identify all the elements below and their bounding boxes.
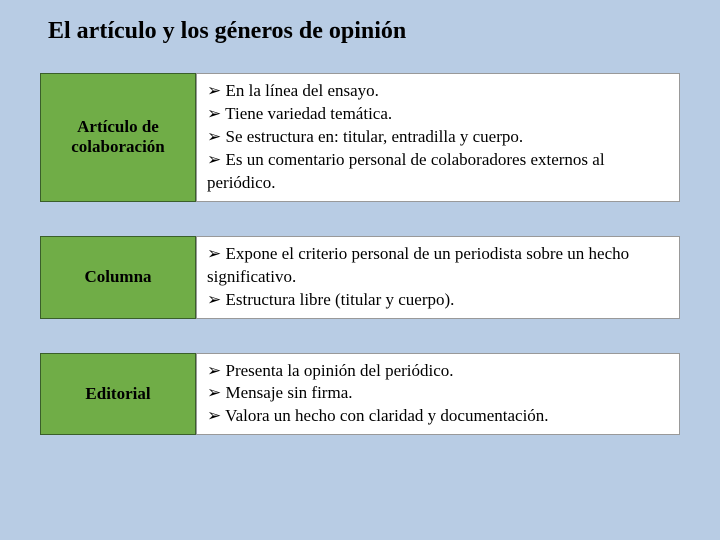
label-columna: Columna <box>40 236 196 319</box>
rows-container: Artículo de colaboración ➢ En la línea d… <box>40 73 680 435</box>
bullet-line: ➢ Presenta la opinión del periódico. <box>207 360 669 383</box>
content-editorial: ➢ Presenta la opinión del periódico. ➢ M… <box>196 353 680 436</box>
bullet-line: ➢ Mensaje sin firma. <box>207 382 669 405</box>
bullet-line: ➢ En la línea del ensayo. <box>207 80 669 103</box>
content-columna: ➢ Expone el criterio personal de un peri… <box>196 236 680 319</box>
bullet-line: ➢ Valora un hecho con claridad y documen… <box>207 405 669 428</box>
bullet-line: ➢ Tiene variedad temática. <box>207 103 669 126</box>
row-columna: Columna ➢ Expone el criterio personal de… <box>40 236 680 319</box>
label-editorial: Editorial <box>40 353 196 436</box>
bullet-line: ➢ Estructura libre (titular y cuerpo). <box>207 289 669 312</box>
row-editorial: Editorial ➢ Presenta la opinión del peri… <box>40 353 680 436</box>
row-articulo: Artículo de colaboración ➢ En la línea d… <box>40 73 680 202</box>
content-articulo: ➢ En la línea del ensayo. ➢ Tiene varied… <box>196 73 680 202</box>
bullet-line: ➢ Es un comentario personal de colaborad… <box>207 149 669 195</box>
label-articulo: Artículo de colaboración <box>40 73 196 202</box>
bullet-line: ➢ Expone el criterio personal de un peri… <box>207 243 669 289</box>
page-title: El artículo y los géneros de opinión <box>48 18 690 45</box>
bullet-line: ➢ Se estructura en: titular, entradilla … <box>207 126 669 149</box>
